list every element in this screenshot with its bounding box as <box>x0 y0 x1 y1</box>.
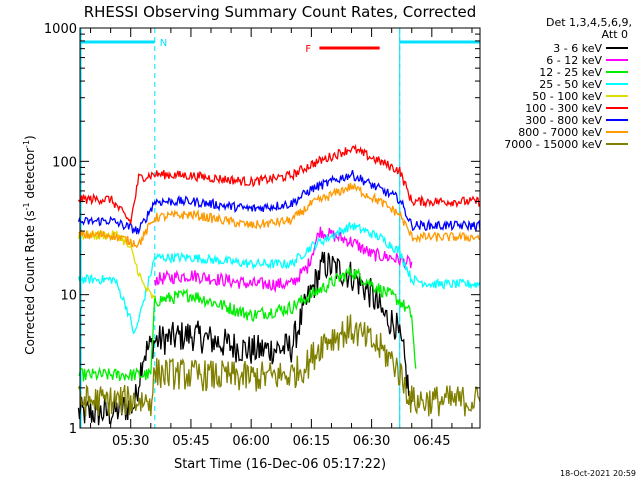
y-axis-label-exponent-1: -1 <box>22 202 31 210</box>
flags-layer: NF <box>80 28 480 428</box>
x-axis-label: Start Time (16-Dec-06 05:17:22) <box>174 457 386 472</box>
series-line <box>78 182 481 249</box>
legend-entry-label: 25 - 50 keV <box>539 78 602 91</box>
series-layer <box>77 143 481 426</box>
detectors-label: Det 1,3,4,5,6,9, <box>546 16 632 29</box>
legend-entry-label: 100 - 300 keV <box>525 102 602 115</box>
series-line <box>77 229 156 299</box>
flag-label-F: F <box>305 44 311 55</box>
legend-entry-label: 6 - 12 keV <box>546 54 602 67</box>
series-line <box>77 314 481 417</box>
axis-layer: 1 10 100 1000 05:30 05:45 06:00 06:15 06:30 06:45 <box>44 22 480 449</box>
y-tick-label: 10 <box>60 289 77 304</box>
legend-entry-label: 800 - 7000 keV <box>518 126 602 139</box>
flag-label-N: N <box>160 38 167 49</box>
x-tick-label: 06:45 <box>413 434 450 449</box>
legend-entry-label: 12 - 25 keV <box>539 66 602 79</box>
series-line <box>77 143 481 225</box>
x-tick-label: 05:45 <box>172 434 209 449</box>
legend-entry-label: 7000 - 15000 keV <box>504 138 602 151</box>
y-tick-label: 100 <box>52 155 77 170</box>
y-axis-label-exponent-2: -1 <box>22 140 31 148</box>
series-line <box>154 226 413 294</box>
x-tick-label: 05:30 <box>112 434 149 449</box>
attenuator-label: Att 0 <box>602 28 628 41</box>
legend-entry-label: 3 - 6 keV <box>553 42 602 55</box>
x-tick-label: 06:00 <box>232 434 269 449</box>
y-tick-label: 1 <box>69 422 77 437</box>
x-tick-label: 06:30 <box>353 434 390 449</box>
legend-entry-label: 50 - 100 keV <box>532 90 602 103</box>
plot-frame <box>79 27 481 429</box>
series-line <box>77 222 481 335</box>
legend-entry-label: 300 - 800 keV <box>525 114 602 127</box>
series-line <box>78 266 417 382</box>
x-tick-label: 06:15 <box>293 434 330 449</box>
series-line <box>77 169 481 236</box>
y-axis-label: Corrected Count Rate (s-1 detector-1) <box>22 135 37 354</box>
y-tick-label: 1000 <box>44 22 77 37</box>
timestamp: 18-Oct-2021 20:59 <box>560 469 636 478</box>
chart-title: RHESSI Observing Summary Count Rates, Co… <box>84 3 477 21</box>
